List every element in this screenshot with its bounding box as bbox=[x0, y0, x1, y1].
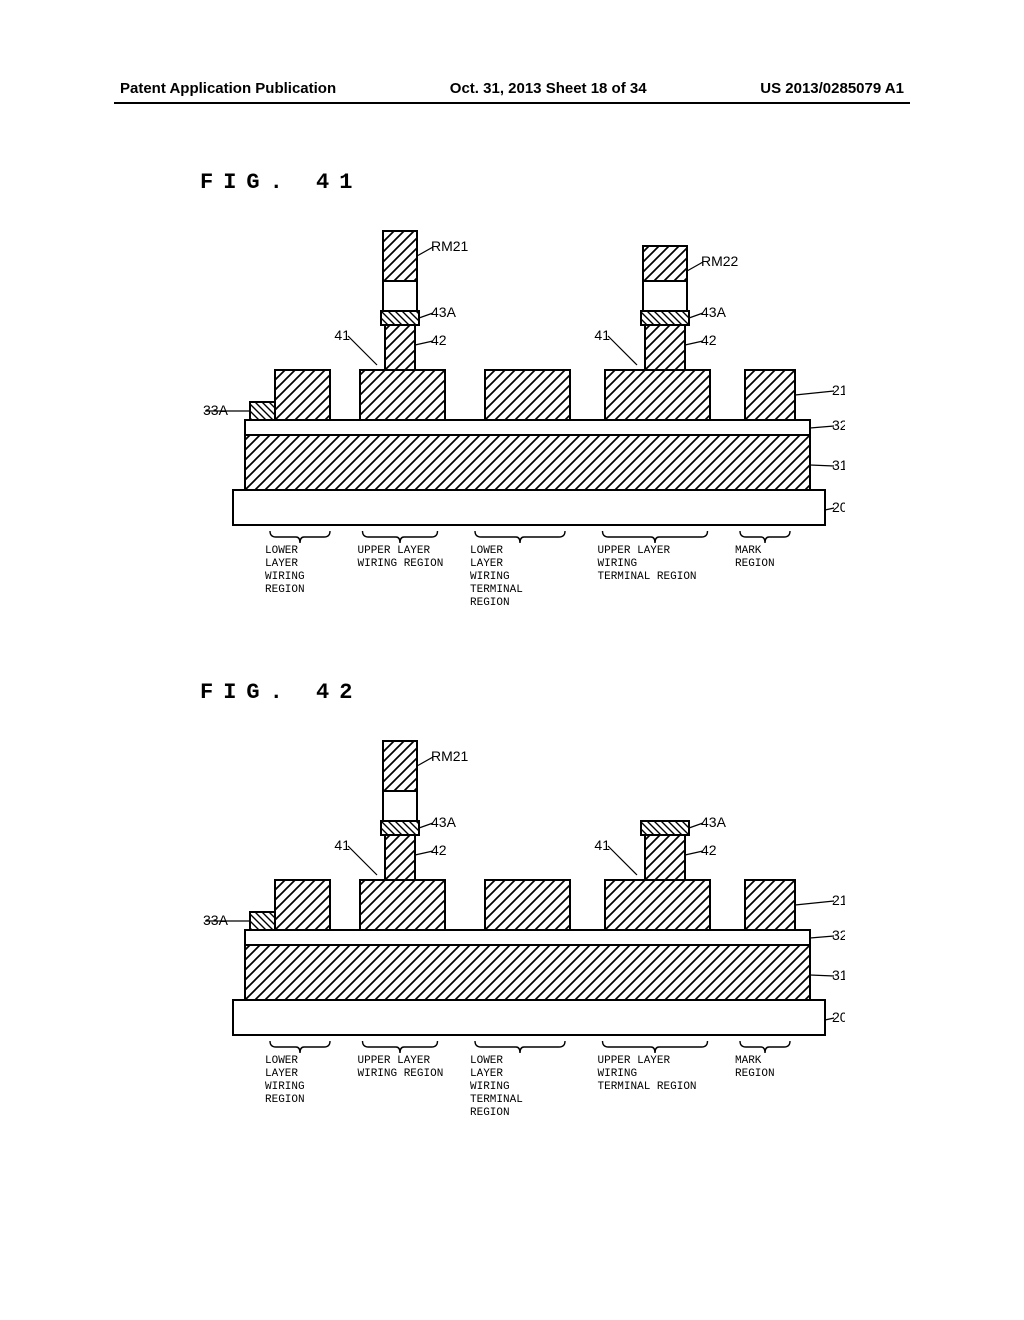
svg-text:RM22: RM22 bbox=[701, 253, 739, 269]
svg-text:WIRING: WIRING bbox=[265, 1081, 305, 1093]
fig42-diagram: 33A21323120RM2143A424143A4241LOWERLAYERW… bbox=[185, 730, 845, 1150]
svg-text:WIRING: WIRING bbox=[598, 558, 638, 570]
svg-text:UPPER LAYER: UPPER LAYER bbox=[358, 1055, 431, 1067]
svg-text:REGION: REGION bbox=[470, 1107, 510, 1119]
svg-text:LAYER: LAYER bbox=[265, 558, 298, 570]
svg-text:LOWER: LOWER bbox=[470, 1055, 503, 1067]
svg-text:RM21: RM21 bbox=[431, 238, 469, 254]
svg-text:UPPER LAYER: UPPER LAYER bbox=[598, 1055, 671, 1067]
fig41-label: FIG. 41 bbox=[200, 170, 362, 195]
svg-text:UPPER LAYER: UPPER LAYER bbox=[598, 545, 671, 557]
svg-text:LAYER: LAYER bbox=[470, 558, 503, 570]
svg-text:WIRING REGION: WIRING REGION bbox=[358, 1068, 444, 1080]
svg-text:LOWER: LOWER bbox=[265, 545, 298, 557]
svg-text:21: 21 bbox=[832, 382, 845, 398]
fig42-label: FIG. 42 bbox=[200, 680, 362, 705]
page-header: Patent Application Publication Oct. 31, … bbox=[0, 80, 1024, 97]
svg-text:WIRING: WIRING bbox=[265, 571, 305, 583]
svg-text:43A: 43A bbox=[431, 304, 457, 320]
svg-text:42: 42 bbox=[701, 842, 717, 858]
svg-text:41: 41 bbox=[594, 837, 610, 853]
svg-text:42: 42 bbox=[701, 332, 717, 348]
svg-text:41: 41 bbox=[334, 837, 350, 853]
svg-text:31: 31 bbox=[832, 457, 845, 473]
fig42-svg: 33A21323120RM2143A424143A4241LOWERLAYERW… bbox=[185, 730, 845, 1150]
svg-text:TERMINAL REGION: TERMINAL REGION bbox=[598, 1081, 697, 1093]
svg-text:REGION: REGION bbox=[735, 558, 775, 570]
svg-text:RM21: RM21 bbox=[431, 748, 469, 764]
svg-text:UPPER LAYER: UPPER LAYER bbox=[358, 545, 431, 557]
svg-text:33A: 33A bbox=[203, 912, 229, 928]
svg-text:LOWER: LOWER bbox=[470, 545, 503, 557]
svg-text:42: 42 bbox=[431, 842, 447, 858]
page: Patent Application Publication Oct. 31, … bbox=[0, 0, 1024, 1320]
svg-text:MARK: MARK bbox=[735, 1055, 762, 1067]
svg-text:WIRING REGION: WIRING REGION bbox=[358, 558, 444, 570]
svg-text:41: 41 bbox=[334, 327, 350, 343]
svg-text:33A: 33A bbox=[203, 402, 229, 418]
header-right: US 2013/0285079 A1 bbox=[760, 80, 904, 97]
fig41-svg: 33A21323120RM2143A4241RM2243A4241LOWERLA… bbox=[185, 220, 845, 640]
svg-text:REGION: REGION bbox=[265, 584, 305, 596]
svg-text:REGION: REGION bbox=[735, 1068, 775, 1080]
svg-text:LOWER: LOWER bbox=[265, 1055, 298, 1067]
svg-text:43A: 43A bbox=[701, 304, 727, 320]
svg-text:WIRING: WIRING bbox=[470, 571, 510, 583]
svg-text:20: 20 bbox=[832, 499, 845, 515]
svg-text:42: 42 bbox=[431, 332, 447, 348]
svg-text:WIRING: WIRING bbox=[598, 1068, 638, 1080]
svg-text:41: 41 bbox=[594, 327, 610, 343]
svg-text:LAYER: LAYER bbox=[470, 1068, 503, 1080]
svg-text:TERMINAL: TERMINAL bbox=[470, 584, 523, 596]
svg-text:43A: 43A bbox=[701, 814, 727, 830]
header-center: Oct. 31, 2013 Sheet 18 of 34 bbox=[450, 80, 647, 97]
svg-text:31: 31 bbox=[832, 967, 845, 983]
svg-text:32: 32 bbox=[832, 927, 845, 943]
svg-text:LAYER: LAYER bbox=[265, 1068, 298, 1080]
header-left: Patent Application Publication bbox=[120, 80, 336, 97]
svg-text:WIRING: WIRING bbox=[470, 1081, 510, 1093]
fig41-diagram: 33A21323120RM2143A4241RM2243A4241LOWERLA… bbox=[185, 220, 845, 640]
svg-text:REGION: REGION bbox=[265, 1094, 305, 1106]
svg-text:32: 32 bbox=[832, 417, 845, 433]
svg-text:21: 21 bbox=[832, 892, 845, 908]
svg-text:MARK: MARK bbox=[735, 545, 762, 557]
svg-text:TERMINAL REGION: TERMINAL REGION bbox=[598, 571, 697, 583]
svg-text:REGION: REGION bbox=[470, 597, 510, 609]
svg-text:20: 20 bbox=[832, 1009, 845, 1025]
svg-text:43A: 43A bbox=[431, 814, 457, 830]
header-underline bbox=[114, 102, 910, 104]
svg-text:TERMINAL: TERMINAL bbox=[470, 1094, 523, 1106]
